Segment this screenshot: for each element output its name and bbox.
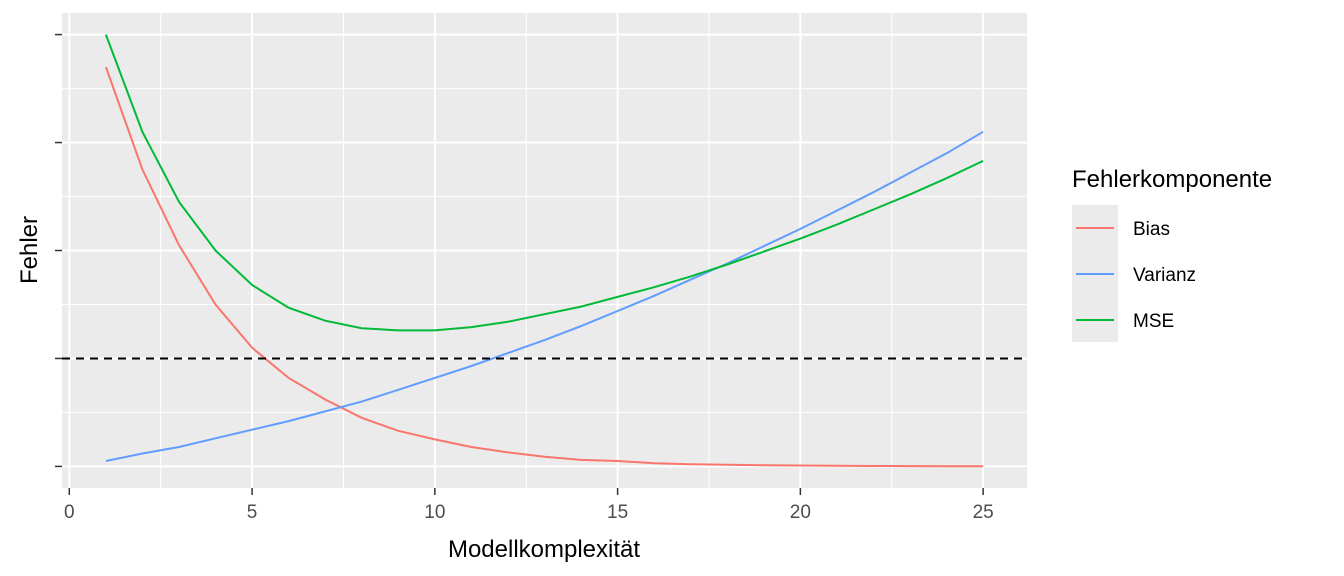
x-tick-label: 5 [247,502,258,523]
series-line-bias [104,66,984,468]
series-line-varianz [105,130,984,462]
y-axis-title: Fehler [16,216,43,284]
x-axis-ticks: 0 5 10 15 20 25 [64,488,994,523]
legend-label-bias: Bias [1133,219,1170,240]
x-tick-label: 25 [973,502,994,523]
x-tick-label: 10 [424,502,445,523]
legend: Fehlerkomponente Bias Varianz MSE [1072,166,1272,342]
legend-label-varianz: Varianz [1133,265,1196,286]
series-line-mse [104,34,984,332]
x-tick-label: 20 [790,502,811,523]
y-axis-ticks [55,33,62,468]
series-layer [104,34,984,468]
legend-label-mse: MSE [1133,311,1174,332]
legend-items: Bias Varianz MSE [1076,219,1196,332]
x-axis-title: Modellkomplexität [448,536,640,563]
x-tick-label: 0 [64,502,75,523]
grid-major [62,13,1027,488]
x-tick-label: 15 [607,502,628,523]
legend-title: Fehlerkomponente [1072,166,1272,193]
